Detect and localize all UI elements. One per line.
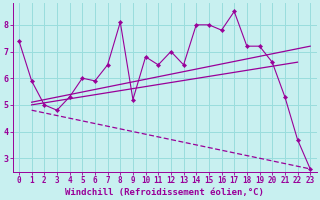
X-axis label: Windchill (Refroidissement éolien,°C): Windchill (Refroidissement éolien,°C) — [65, 188, 264, 197]
